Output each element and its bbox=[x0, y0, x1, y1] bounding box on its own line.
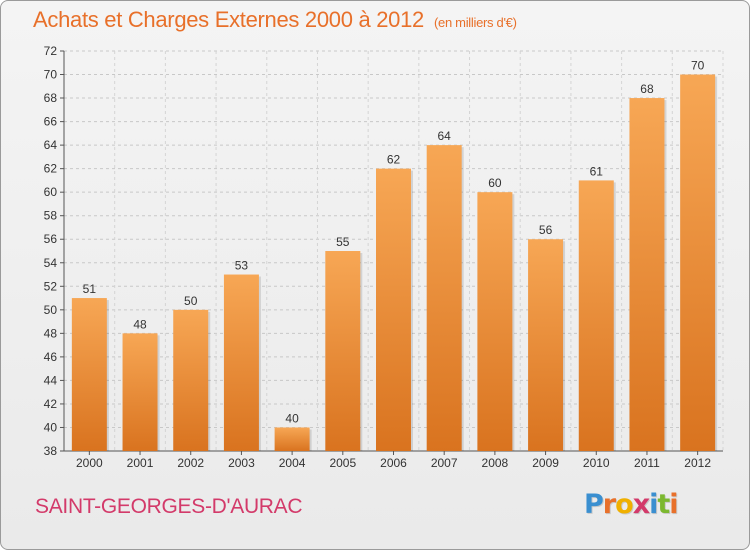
y-tick-label: 50 bbox=[44, 303, 58, 317]
bar bbox=[274, 427, 310, 451]
logo-letter: P bbox=[584, 489, 604, 520]
x-tick-label: 2003 bbox=[228, 456, 255, 470]
y-tick-label: 64 bbox=[44, 138, 58, 152]
logo-letter: x bbox=[632, 489, 650, 520]
bar-value-label: 48 bbox=[133, 317, 147, 331]
tick-labels: 38 40 42 44 46 48 50 52 54 56 58 60 62 64 66 68 70 72 2000… bbox=[44, 44, 712, 470]
x-tick-label: 2005 bbox=[329, 456, 356, 470]
bar-value-label: 53 bbox=[235, 259, 249, 273]
x-tick-label: 2001 bbox=[127, 456, 154, 470]
bar bbox=[122, 333, 158, 451]
y-tick-label: 48 bbox=[44, 326, 58, 340]
logo-letter: i bbox=[649, 489, 658, 520]
y-tick-label: 42 bbox=[44, 397, 58, 411]
x-tick-label: 2000 bbox=[76, 456, 103, 470]
y-tick-label: 40 bbox=[44, 420, 58, 434]
logo-letter: t bbox=[657, 489, 670, 520]
bar bbox=[629, 98, 665, 451]
x-tick-label: 2006 bbox=[380, 456, 407, 470]
bar-value-label: 68 bbox=[640, 82, 654, 96]
bar-value-label: 56 bbox=[539, 223, 553, 237]
y-tick-label: 58 bbox=[44, 209, 58, 223]
bar-value-label: 55 bbox=[336, 235, 350, 249]
bar bbox=[71, 298, 107, 451]
bar bbox=[426, 145, 462, 451]
y-tick-label: 38 bbox=[44, 444, 58, 458]
y-tick-label: 60 bbox=[44, 185, 58, 199]
chart-title: Achats et Charges Externes 2000 à 2012 (e… bbox=[33, 7, 517, 33]
y-tick-label: 66 bbox=[44, 115, 58, 129]
y-tick-label: 46 bbox=[44, 350, 58, 364]
chart-title-text: Achats et Charges Externes 2000 à 2012 bbox=[33, 7, 424, 32]
bar-value-label: 50 bbox=[184, 294, 198, 308]
x-tick-label: 2010 bbox=[583, 456, 610, 470]
y-tick-label: 72 bbox=[44, 44, 58, 58]
y-tick-label: 44 bbox=[44, 373, 58, 387]
chart-subtitle: (en milliers d'€) bbox=[433, 15, 517, 30]
logo-letter: o bbox=[615, 489, 634, 520]
x-tick-label: 2009 bbox=[532, 456, 559, 470]
y-tick-label: 70 bbox=[44, 68, 58, 82]
x-tick-label: 2004 bbox=[279, 456, 306, 470]
data-labels: 51 48 50 53 40 55 62 64 60 56 61 68 70 bbox=[83, 59, 705, 426]
commune-name: SAINT-GEORGES-D'AURAC bbox=[35, 495, 303, 518]
bar bbox=[223, 274, 259, 451]
x-tick-label: 2007 bbox=[431, 456, 458, 470]
x-tick-label: 2011 bbox=[634, 456, 660, 470]
bar-value-label: 40 bbox=[285, 411, 299, 425]
bar bbox=[376, 168, 411, 451]
y-tick-label: 68 bbox=[44, 91, 58, 105]
bars bbox=[71, 74, 718, 452]
y-tick-label: 54 bbox=[44, 256, 58, 270]
bar-value-label: 70 bbox=[691, 59, 705, 73]
bar-value-label: 60 bbox=[488, 176, 502, 190]
logo-letter: i bbox=[669, 489, 678, 520]
bar bbox=[173, 309, 209, 451]
bar-value-label: 64 bbox=[438, 129, 452, 143]
proxiti-logo: Proxiti bbox=[584, 489, 679, 520]
x-tick-label: 2012 bbox=[684, 456, 711, 470]
bar-value-label: 51 bbox=[83, 282, 97, 296]
x-tick-label: 2002 bbox=[177, 456, 204, 470]
x-tick-label: 2008 bbox=[482, 456, 509, 470]
bar bbox=[528, 239, 564, 451]
bar-value-label: 62 bbox=[387, 153, 401, 167]
bar-value-label: 61 bbox=[590, 164, 604, 178]
logo-letter: r bbox=[602, 489, 616, 520]
bar bbox=[578, 180, 614, 452]
bar bbox=[680, 74, 716, 451]
y-tick-label: 62 bbox=[44, 162, 58, 176]
bar bbox=[477, 192, 513, 452]
y-tick-label: 56 bbox=[44, 232, 58, 246]
y-tick-label: 52 bbox=[44, 279, 58, 293]
bar bbox=[325, 251, 361, 451]
